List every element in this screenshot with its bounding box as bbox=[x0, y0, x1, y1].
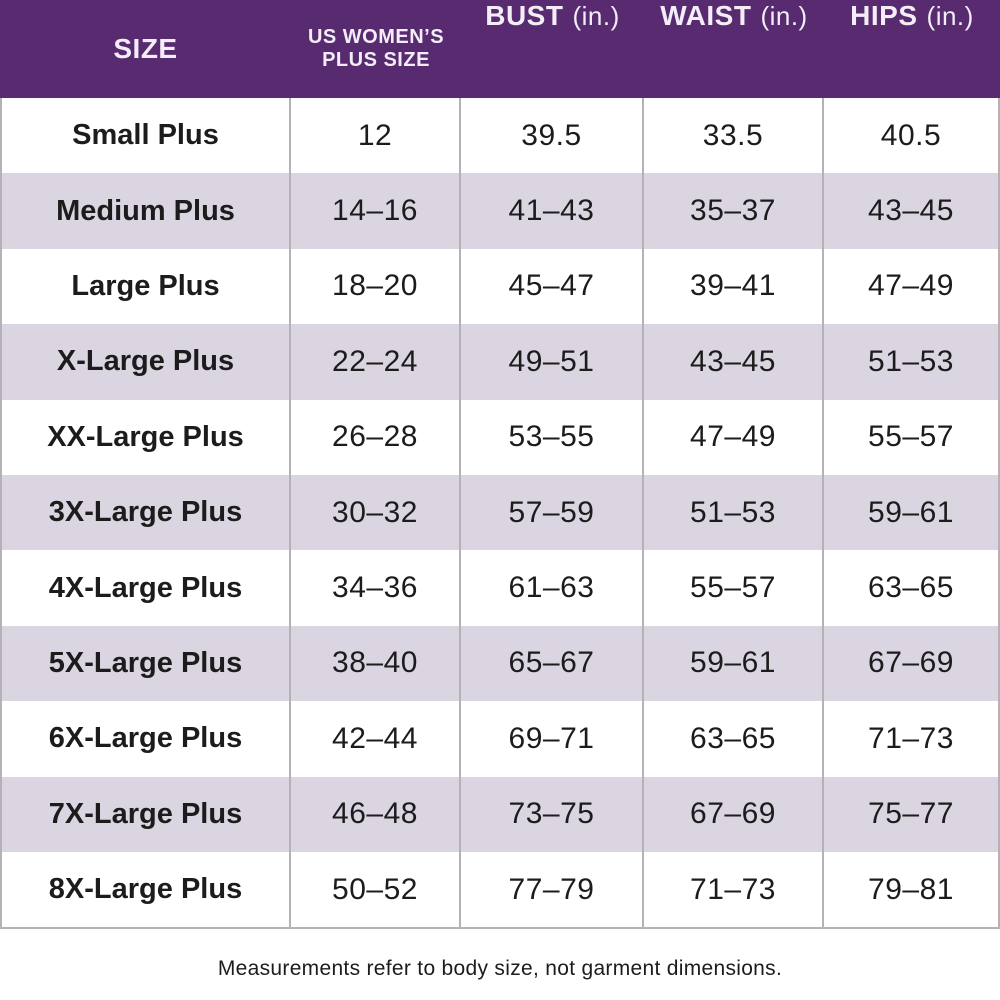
measurement-value: 42–44 bbox=[291, 701, 461, 777]
measurement-value: 55–57 bbox=[644, 550, 824, 626]
measurement-value: 63–65 bbox=[868, 571, 954, 605]
table-row: Medium Plus 14–16 41–43 35–37 43–45 bbox=[2, 173, 998, 249]
measurement-value: 67–69 bbox=[644, 776, 824, 852]
size-label: Large Plus bbox=[2, 248, 291, 325]
table-row: 4X-Large Plus 34–36 61–63 55–57 63–65 bbox=[2, 550, 998, 626]
size-label: 5X-Large Plus bbox=[2, 625, 291, 702]
measurement-value: 45–47 bbox=[461, 248, 644, 325]
size-label: 6X-Large Plus bbox=[2, 701, 291, 777]
measurement-value: 47–49 bbox=[868, 269, 954, 303]
header-plus-size-line1: US WOMEN’S bbox=[307, 26, 445, 48]
measurement-value: 18–20 bbox=[291, 248, 461, 325]
measurement-value: 38–40 bbox=[291, 625, 461, 702]
table-body: Small Plus 12 39.5 33.5 40.5 Medium Plus 14–16… bbox=[0, 98, 1000, 930]
measurement-value: 40.5 bbox=[880, 118, 942, 152]
header-bust-label: BUST bbox=[485, 0, 564, 31]
measurement-value: 14–16 bbox=[291, 173, 461, 249]
measurement-value: 39–41 bbox=[644, 248, 824, 325]
table-row: 7X-Large Plus 46–48 73–75 67–69 75–77 bbox=[2, 776, 998, 852]
header-size: SIZE bbox=[0, 0, 291, 98]
size-label: 3X-Large Plus bbox=[2, 474, 291, 551]
measurement-value: 51–53 bbox=[868, 344, 954, 378]
measurement-value: 35–37 bbox=[644, 173, 824, 249]
measurement-value: 49–51 bbox=[461, 324, 644, 400]
measurement-value: 63–65 bbox=[644, 701, 824, 777]
measurement-value: 34–36 bbox=[291, 550, 461, 626]
measurement-value: 59–61 bbox=[644, 625, 824, 702]
measurement-value: 79–81 bbox=[868, 872, 954, 906]
measurement-value: 71–73 bbox=[644, 851, 824, 928]
measurement-value: 51–53 bbox=[644, 474, 824, 551]
size-label: X-Large Plus bbox=[2, 324, 291, 400]
table-row: X-Large Plus 22–24 49–51 43–45 51–53 bbox=[2, 324, 998, 400]
size-label: 4X-Large Plus bbox=[2, 550, 291, 626]
measurement-value: 69–71 bbox=[461, 701, 644, 777]
measurement-value: 59–61 bbox=[868, 495, 954, 529]
size-label: 7X-Large Plus bbox=[2, 776, 291, 852]
header-hips: HIPS (in.) bbox=[824, 0, 1000, 98]
measurement-value: 67–69 bbox=[868, 646, 954, 680]
header-waist-unit: (in.) bbox=[760, 1, 808, 31]
measurement-value: 75–77 bbox=[868, 797, 954, 831]
header-hips-unit: (in.) bbox=[926, 1, 974, 31]
measurement-value: 71–73 bbox=[868, 721, 954, 755]
measurement-value: 61–63 bbox=[461, 550, 644, 626]
measurement-value: 12 bbox=[291, 98, 461, 174]
header-size-label: SIZE bbox=[113, 33, 178, 64]
header-bust-unit: (in.) bbox=[572, 1, 620, 31]
table-row: 5X-Large Plus 38–40 65–67 59–61 67–69 bbox=[2, 625, 998, 702]
measurement-value: 50–52 bbox=[291, 851, 461, 928]
measurement-value: 47–49 bbox=[644, 399, 824, 475]
measurement-value: 33.5 bbox=[644, 98, 824, 174]
table-header: SIZE US WOMEN’S PLUS SIZE BUST (in.) WAI… bbox=[0, 0, 1000, 98]
measurement-value: 43–45 bbox=[644, 324, 824, 400]
measurement-value: 46–48 bbox=[291, 776, 461, 852]
header-waist-label: WAIST bbox=[660, 0, 752, 31]
measurement-value: 65–67 bbox=[461, 625, 644, 702]
measurement-value: 39.5 bbox=[461, 98, 644, 174]
header-hips-label: HIPS bbox=[850, 0, 918, 31]
size-label: Small Plus bbox=[2, 98, 291, 174]
header-us-plus-size: US WOMEN’S PLUS SIZE bbox=[291, 0, 461, 98]
header-plus-size-line2: PLUS SIZE bbox=[322, 49, 430, 71]
header-waist: WAIST (in.) bbox=[644, 0, 824, 98]
table-row: 8X-Large Plus 50–52 77–79 71–73 79–81 bbox=[2, 851, 998, 928]
size-label: 8X-Large Plus bbox=[2, 851, 291, 928]
measurement-value: 30–32 bbox=[291, 474, 461, 551]
measurement-value: 77–79 bbox=[461, 851, 644, 928]
header-bust: BUST (in.) bbox=[461, 0, 644, 98]
size-label: Medium Plus bbox=[2, 173, 291, 249]
measurement-note: Measurements refer to body size, not gar… bbox=[217, 957, 783, 981]
table-row: 6X-Large Plus 42–44 69–71 63–65 71–73 bbox=[2, 701, 998, 777]
table-row: Large Plus 18–20 45–47 39–41 47–49 bbox=[2, 248, 998, 325]
measurement-value: 43–45 bbox=[868, 194, 954, 228]
measurement-value: 73–75 bbox=[461, 776, 644, 852]
size-label: XX-Large Plus bbox=[2, 399, 291, 475]
table-row: Small Plus 12 39.5 33.5 40.5 bbox=[2, 98, 998, 174]
measurement-value: 22–24 bbox=[291, 324, 461, 400]
table-row: XX-Large Plus 26–28 53–55 47–49 55–57 bbox=[2, 399, 998, 475]
measurement-value: 26–28 bbox=[291, 399, 461, 475]
measurement-value: 41–43 bbox=[461, 173, 644, 249]
measurement-value: 57–59 bbox=[461, 474, 644, 551]
table-row: 3X-Large Plus 30–32 57–59 51–53 59–61 bbox=[2, 474, 998, 551]
measurement-value: 55–57 bbox=[868, 420, 954, 454]
measurement-value: 53–55 bbox=[461, 399, 644, 475]
